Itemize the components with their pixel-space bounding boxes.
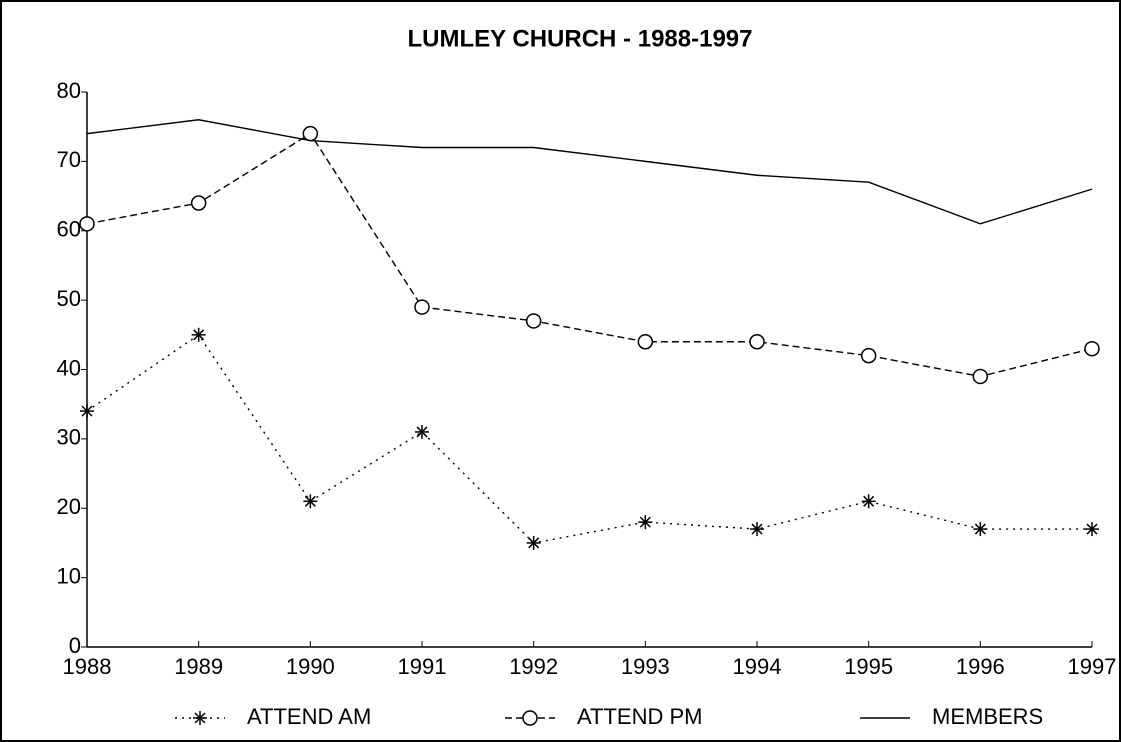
marker-stroke: [81, 405, 93, 417]
series-line: [86, 119, 1093, 225]
x-tick-label: 1992: [509, 654, 558, 679]
x-tick-label: 1993: [621, 654, 670, 679]
legend-label: ATTEND PM: [577, 704, 702, 729]
x-tick-label: 1989: [174, 654, 223, 679]
marker: [415, 424, 429, 439]
marker-circle: [637, 334, 654, 350]
legend-label: MEMBERS: [932, 704, 1043, 729]
legend-marker: [193, 711, 207, 725]
marker: [638, 515, 653, 530]
marker-stroke: [974, 523, 986, 535]
marker-circle: [190, 195, 207, 211]
marker: [637, 334, 654, 350]
marker-circle: [749, 334, 765, 350]
marker: [525, 313, 542, 329]
marker: [414, 299, 430, 315]
marker: [79, 216, 95, 232]
marker-circle: [972, 368, 989, 385]
x-tick-label: 1994: [733, 654, 782, 679]
y-tick-label: 30: [57, 425, 81, 450]
y-tick-label: 10: [57, 563, 81, 588]
marker-stroke: [528, 537, 540, 549]
y-tick-label: 80: [57, 78, 81, 103]
marker-circle: [414, 299, 430, 315]
y-tick-label: 50: [57, 286, 81, 311]
y-tick-label: 70: [57, 147, 81, 172]
y-tick-label: 60: [57, 217, 81, 242]
marker: [749, 334, 765, 350]
marker: [303, 494, 318, 509]
y-tick-label: 20: [57, 494, 81, 519]
x-tick-label: 1997: [1068, 654, 1117, 679]
marker-stroke: [639, 516, 651, 528]
marker: [191, 327, 206, 342]
marker-stroke: [193, 329, 205, 341]
marker-circle: [860, 347, 877, 364]
legend-marker: [522, 710, 538, 726]
x-tick-label: 1995: [844, 654, 893, 679]
x-tick-label: 1991: [398, 654, 447, 679]
y-tick-label: 0: [69, 633, 81, 658]
series-line: [86, 333, 1092, 544]
marker: [1085, 522, 1099, 537]
marker: [80, 404, 94, 419]
chart-title: LUMLEY CHURCH - 1988-1997: [408, 25, 753, 52]
marker: [526, 535, 541, 550]
marker-circle: [302, 125, 319, 142]
marker-stroke: [304, 495, 316, 507]
marker: [861, 494, 876, 509]
marker-circle: [1084, 340, 1100, 357]
marker: [973, 522, 988, 537]
marker-stroke: [863, 495, 875, 507]
y-tick-label: 40: [57, 355, 81, 380]
x-tick-label: 1990: [286, 654, 335, 679]
marker-circle: [79, 216, 95, 232]
x-tick-label: 1996: [956, 654, 1005, 679]
marker: [750, 522, 764, 537]
marker: [190, 195, 207, 211]
legend-label: ATTEND AM: [247, 704, 371, 729]
marker-stroke: [416, 426, 428, 438]
series-line: [86, 132, 1093, 378]
marker-stroke: [194, 712, 206, 724]
marker-stroke: [1086, 523, 1098, 535]
marker-circle: [525, 313, 542, 329]
marker: [1084, 340, 1100, 357]
marker-stroke: [751, 523, 763, 535]
x-tick-label: 1988: [63, 654, 112, 679]
marker: [302, 125, 319, 142]
marker: [860, 347, 877, 364]
marker: [972, 368, 989, 385]
marker-circle: [522, 710, 538, 726]
